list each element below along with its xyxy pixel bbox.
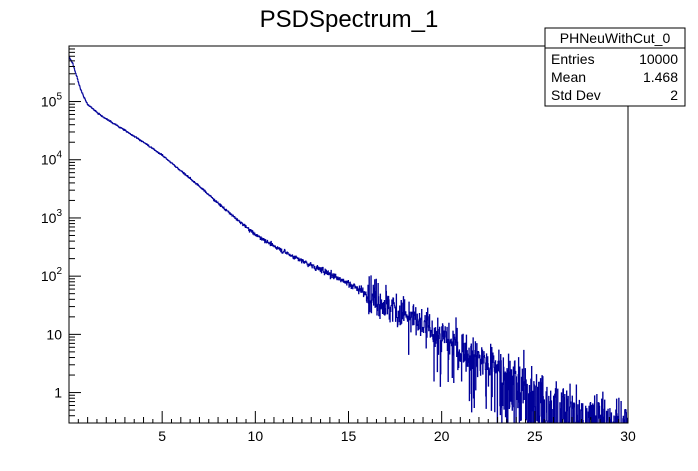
stats-box-frame xyxy=(544,27,686,107)
stats-label-std-dev: Std Dev xyxy=(551,87,601,103)
x-tick-label: 15 xyxy=(341,428,357,444)
histogram-layer xyxy=(68,55,628,424)
stats-label-entries: Entries xyxy=(551,51,595,67)
stats-label-mean: Mean xyxy=(551,69,586,85)
stats-box: PHNeuWithCut_0 Entries 10000 Mean 1.468 … xyxy=(544,27,686,107)
stats-value-mean: 1.468 xyxy=(643,69,678,85)
y-tick-label: 10 xyxy=(46,326,62,342)
x-tick-label: 10 xyxy=(248,428,264,444)
stats-value-std-dev: 2 xyxy=(670,87,678,103)
y-tick-label: 1 xyxy=(54,385,62,401)
chart-title: PSDSpectrum_1 xyxy=(260,6,439,33)
x-tick-label: 20 xyxy=(434,428,450,444)
stats-box-title: PHNeuWithCut_0 xyxy=(560,30,671,46)
x-axis: 5 10 15 20 25 30 xyxy=(77,411,636,444)
x-tick-label: 25 xyxy=(527,428,543,444)
histogram-line xyxy=(68,55,628,424)
x-tick-label: 30 xyxy=(620,428,636,444)
x-tick-label: 5 xyxy=(158,428,166,444)
stats-value-entries: 10000 xyxy=(639,51,678,67)
